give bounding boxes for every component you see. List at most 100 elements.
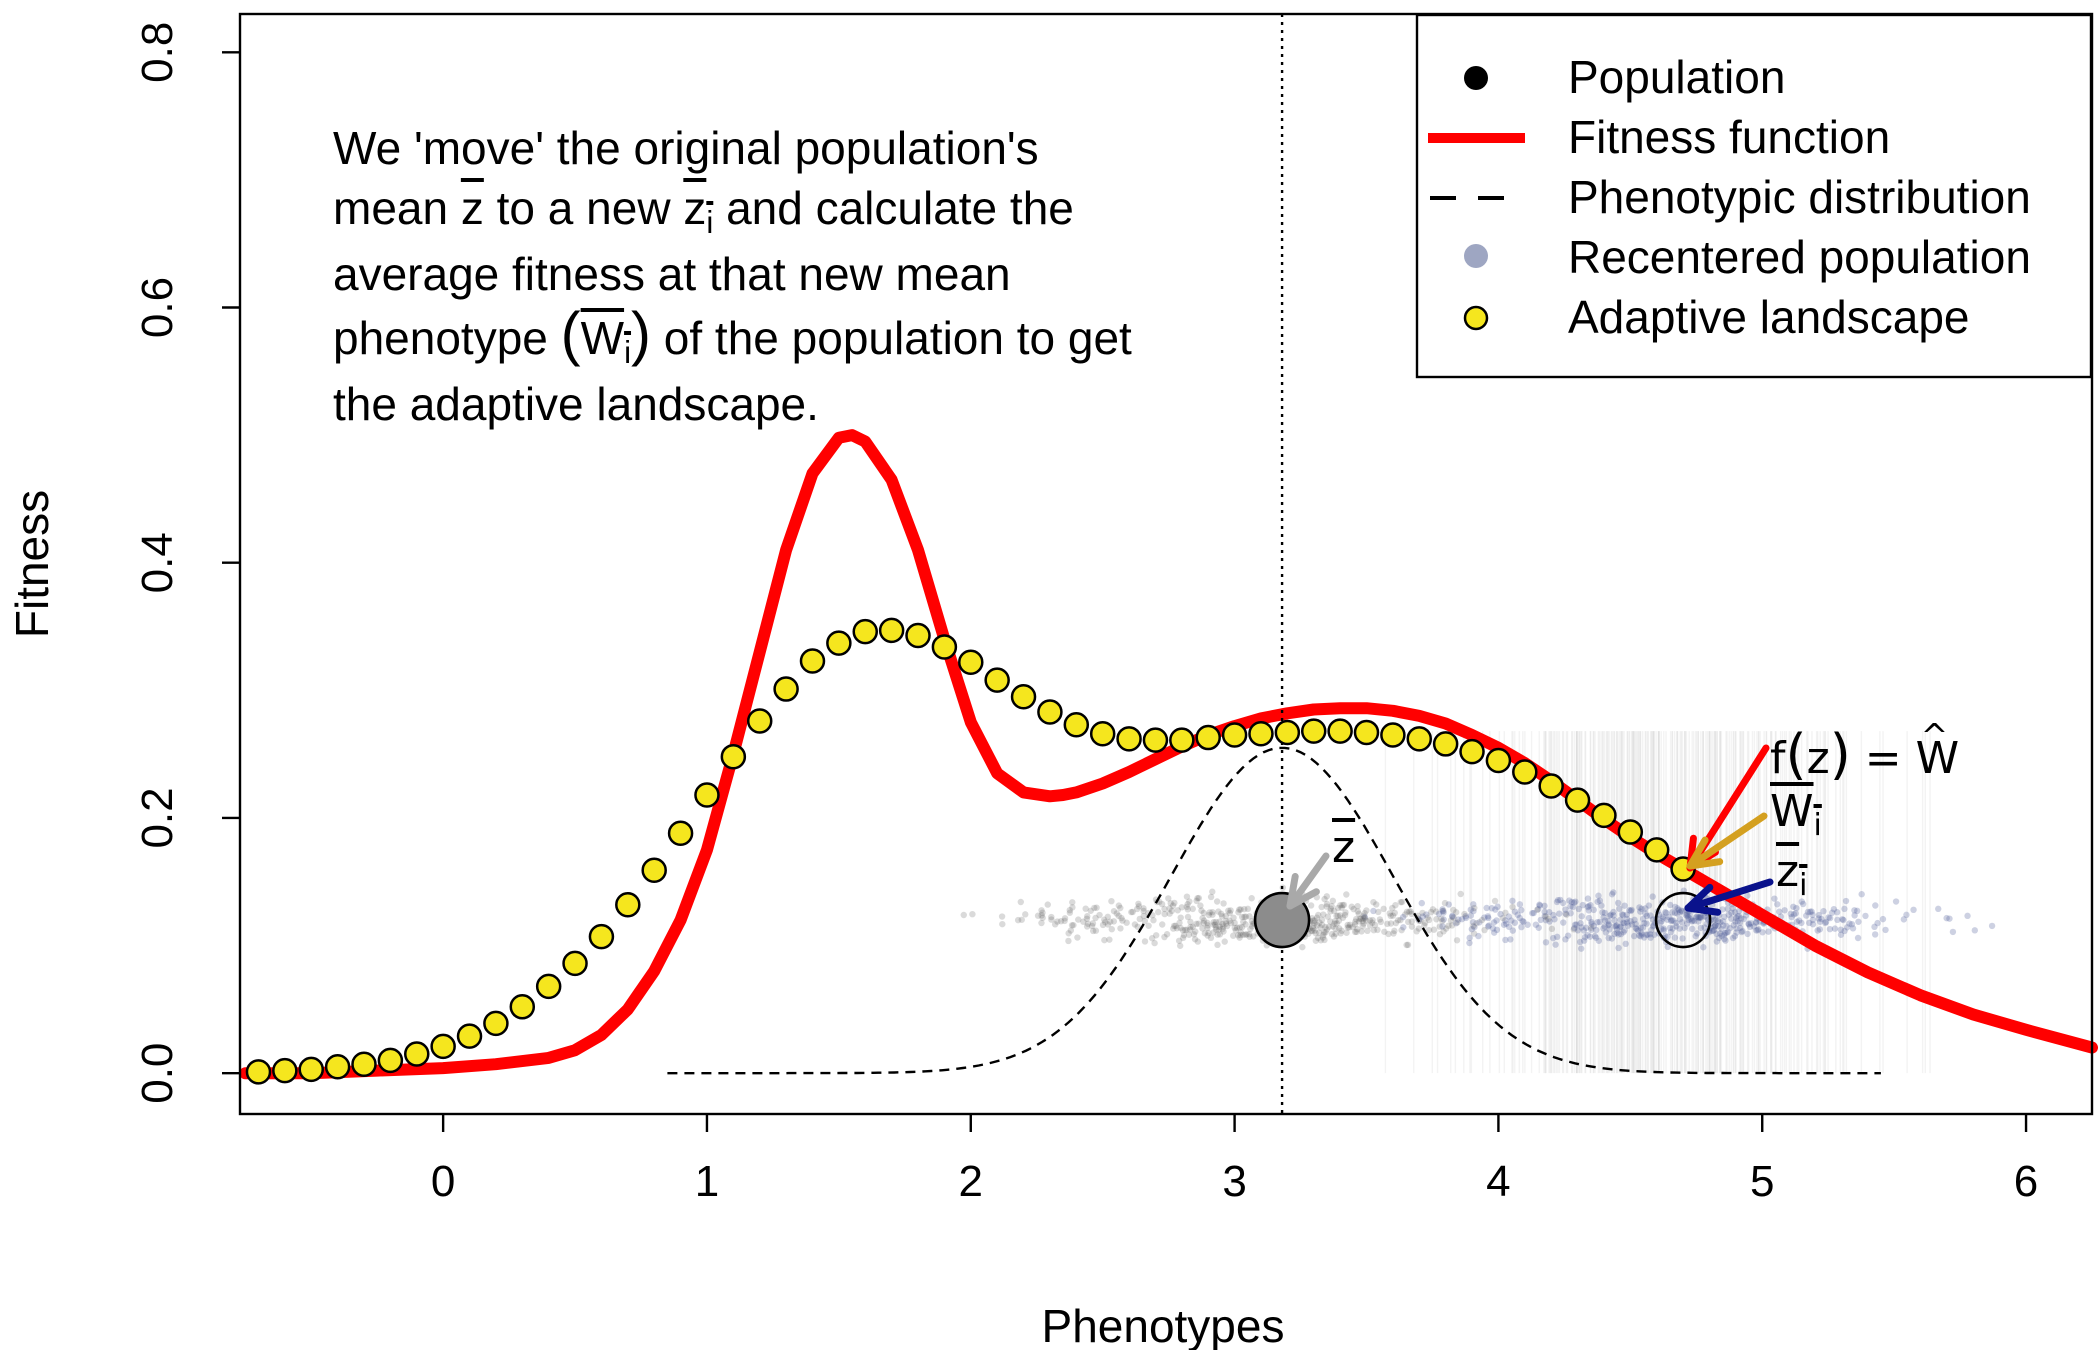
population-point <box>1161 910 1168 918</box>
population-point <box>1069 899 1076 906</box>
population-point <box>1178 904 1185 911</box>
population-point <box>1215 908 1222 915</box>
population-point <box>1089 927 1097 935</box>
population-point <box>1173 925 1181 932</box>
recentered-point <box>1516 914 1523 922</box>
population-point <box>1221 938 1228 945</box>
population-point <box>1210 929 1217 936</box>
population-point <box>1065 930 1072 937</box>
population-point <box>1328 930 1336 938</box>
recentered-point <box>1626 907 1633 914</box>
population-point <box>1509 903 1516 911</box>
population-point <box>1453 937 1461 944</box>
recentered-point <box>1601 909 1609 917</box>
population-point <box>1370 898 1377 906</box>
recentered-point <box>1682 911 1690 919</box>
recentered-point <box>1577 920 1584 927</box>
population-point <box>1061 917 1068 925</box>
recentered-point <box>1828 909 1836 916</box>
population-point <box>1311 919 1318 927</box>
recentered-point <box>1631 916 1638 924</box>
population-point <box>1248 923 1256 930</box>
recentered-point <box>1658 917 1665 925</box>
recentered-point <box>1535 924 1542 931</box>
recentered-point <box>1601 917 1609 924</box>
population-point <box>1083 923 1091 930</box>
landscape-point <box>298 1056 324 1083</box>
population-point <box>1338 927 1345 934</box>
recentered-point <box>1669 909 1676 916</box>
population-point <box>1454 919 1461 926</box>
recentered-point <box>1562 906 1569 913</box>
recentered-point <box>1613 922 1621 929</box>
population-point <box>1313 922 1321 929</box>
landscape-point <box>641 857 667 884</box>
population-point <box>1014 916 1022 924</box>
recentered-point <box>1541 902 1548 910</box>
population-point <box>1320 911 1327 918</box>
recentered-point <box>1734 918 1741 925</box>
population-point <box>1222 917 1230 925</box>
population-point <box>1204 932 1211 939</box>
recentered-point <box>1822 918 1830 926</box>
population-point <box>1343 891 1350 898</box>
y-tick-label: 0.4 <box>133 532 182 593</box>
population-point <box>1102 918 1109 926</box>
population-point <box>1241 913 1248 921</box>
recentered-point <box>1529 909 1536 917</box>
recentered-point <box>1564 932 1572 939</box>
recentered-point <box>1530 909 1537 917</box>
recentered-point <box>1502 917 1509 924</box>
population-point <box>1199 925 1206 932</box>
population-point <box>1441 899 1449 907</box>
recentered-point <box>1567 910 1574 917</box>
population-point <box>1327 918 1334 925</box>
recentered-point <box>1710 927 1717 935</box>
x-tick-label: 4 <box>1486 1157 1510 1206</box>
annotation-line-5: the adaptive landscape. <box>333 378 819 430</box>
recentered-point <box>1435 910 1443 918</box>
recentered-point <box>1481 914 1488 921</box>
recentered-point <box>1628 921 1636 928</box>
population-point <box>1216 923 1223 930</box>
population-point <box>1230 914 1237 922</box>
annotation-line-1: We 'move' the original population's <box>333 122 1039 174</box>
y-axis-label: Fitness <box>6 490 58 638</box>
recentered-point <box>1600 925 1607 932</box>
population-point <box>1219 920 1226 928</box>
recentered-point <box>1493 917 1500 924</box>
recentered-point <box>1610 908 1617 916</box>
recentered-point <box>1697 913 1705 921</box>
population-point <box>1017 898 1024 906</box>
population-point <box>1108 897 1115 905</box>
population-point <box>1310 917 1317 924</box>
recentered-point <box>1670 917 1677 924</box>
recentered-point <box>1587 926 1595 933</box>
population-point <box>1170 925 1177 932</box>
recentered-point <box>1634 927 1642 934</box>
recentered-point <box>1578 924 1585 931</box>
population-point <box>1198 907 1205 914</box>
landscape-point <box>1169 727 1195 753</box>
landscape-point <box>905 622 931 649</box>
population-point <box>1380 905 1387 913</box>
landscape-point <box>1248 720 1274 747</box>
population-point <box>1093 904 1100 911</box>
recentered-point <box>1882 926 1889 934</box>
population-point <box>1404 918 1412 926</box>
recentered-point <box>1660 925 1667 932</box>
population-point <box>1082 905 1089 912</box>
population-point <box>1158 900 1166 908</box>
recentered-point <box>1620 928 1627 936</box>
landscape-point <box>720 743 747 770</box>
recentered-point <box>1729 934 1737 942</box>
recentered-point <box>1505 913 1512 920</box>
population-point <box>1353 928 1360 936</box>
population-point <box>1061 915 1069 922</box>
population-point <box>1219 925 1226 933</box>
population-point <box>1048 913 1055 921</box>
recentered-point <box>1595 892 1602 899</box>
recentered-point <box>1722 937 1729 944</box>
population-point <box>1222 920 1230 927</box>
recentered-point <box>1747 920 1755 927</box>
